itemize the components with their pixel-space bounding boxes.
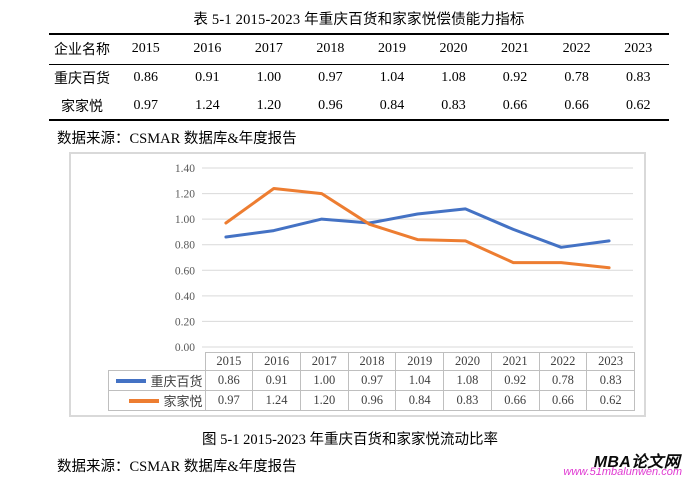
y-axis-label: 0.00: [175, 342, 195, 354]
col-header-year: 2021: [501, 41, 530, 57]
year-header-cell: 2019: [395, 352, 445, 371]
value-cell: 0.86: [133, 70, 159, 86]
solvency-table: 企业名称 2015 2016 2017 2018 2019 2020 2021 2022 2023…: [49, 33, 669, 121]
series-name: 家家悦: [163, 394, 203, 409]
col-header-company: 企业名称: [54, 43, 110, 59]
chart-table-row: 重庆百货 0.86 0.91 1.00 0.97 1.04 1.08 0.92 0.78 0.83: [108, 370, 635, 391]
col-header-year: 2016: [193, 41, 222, 57]
value-cell: 0.62: [625, 97, 651, 113]
series-value-cell: 0.78: [538, 370, 588, 391]
legend-cell: 重庆百货: [108, 370, 206, 391]
chart-table-row: 家家悦 0.97 1.24 1.20 0.96 0.84 0.83 0.66 0.66 0.62: [108, 390, 635, 411]
chart-data-table-wrap: 2015 2016 2017 2018 2019 2020 2021 2022 2023 重庆百货…: [108, 352, 635, 411]
y-axis-label: 1.00: [175, 214, 195, 226]
year-header-cell: 2020: [443, 352, 492, 371]
series-value-cell: 1.00: [299, 370, 349, 391]
data-source-note-1: 数据来源：CSMAR 数据库&年度报告: [57, 131, 297, 147]
figure-caption: 图 5-1 2015-2023 年重庆百货和家家悦流动比率: [201, 432, 499, 448]
value-cell: 0.84: [379, 97, 405, 113]
table-row: 家家悦 0.97 1.24 1.20 0.96 0.84 0.83 0.66 0.66 0.62: [49, 92, 669, 120]
y-axis-label: 0.20: [175, 316, 195, 328]
series-value-cell: 0.66: [490, 390, 540, 411]
value-cell: 1.00: [256, 70, 282, 86]
series-value-cell: 0.66: [538, 390, 588, 411]
line-chart-plot: 0.00 0.20 0.40 0.60 0.80 1.00 1.20 1.40: [175, 163, 633, 354]
series-value-cell: 0.62: [586, 390, 635, 411]
value-cell: 1.20: [256, 97, 282, 113]
series-value-cell: 0.84: [395, 390, 445, 411]
col-header-year: 2015: [131, 41, 160, 57]
value-cell: 0.97: [318, 70, 343, 86]
series-name: 重庆百货: [150, 374, 203, 389]
table-row: 重庆百货 0.86 0.91 1.00 0.97 1.04 1.08 0.92 0.78 0.83: [49, 64, 669, 92]
value-cell: 1.24: [195, 97, 220, 113]
watermark-url: www.51mbalunwen.com: [563, 466, 682, 478]
value-cell: 1.04: [379, 70, 405, 86]
legend-line-swatch: [116, 378, 147, 383]
value-cell: 1.08: [441, 70, 466, 86]
y-axis-label: 1.20: [175, 189, 195, 201]
series-value-cell: 1.20: [299, 390, 349, 411]
col-header-year: 2017: [254, 41, 283, 57]
col-header-year: 2023: [624, 41, 653, 57]
series-value-cell: 0.91: [252, 370, 301, 391]
series-value-cell: 1.24: [252, 390, 301, 411]
legend-line-swatch: [129, 398, 160, 403]
value-cell: 0.96: [318, 97, 343, 113]
series-value-cell: 0.97: [347, 370, 397, 391]
year-header-cell: 2018: [347, 352, 397, 371]
col-header-year: 2022: [562, 41, 591, 57]
value-cell: 0.83: [625, 70, 651, 86]
corner-blank-cell: [109, 353, 206, 371]
value-cell: 0.66: [502, 97, 528, 113]
col-header-year: 2019: [377, 41, 406, 57]
year-header-cell: 2023: [586, 352, 635, 371]
series-line: [224, 207, 611, 249]
solvency-table-wrap: 企业名称 2015 2016 2017 2018 2019 2020 2021 2022 2023…: [49, 33, 669, 121]
value-cell: 0.92: [502, 70, 528, 86]
col-header-year: 2018: [316, 41, 345, 57]
series-value-cell: 0.92: [490, 370, 540, 391]
series-value-cell: 0.86: [204, 370, 254, 391]
value-cell: 0.66: [564, 97, 589, 113]
y-axis-label: 0.80: [175, 240, 195, 252]
y-axis-label: 0.40: [175, 291, 195, 303]
series-value-cell: 0.97: [204, 390, 254, 411]
y-axis-label: 1.40: [175, 163, 195, 175]
year-header-cell: 2015: [204, 352, 254, 371]
series-value-cell: 0.83: [443, 390, 492, 411]
line-chart: 0.00 0.20 0.40 0.60 0.80 1.00 1.20 1.40 2015 201…: [69, 152, 646, 417]
series-line: [224, 187, 611, 270]
year-header-cell: 2016: [252, 352, 301, 371]
watermark-logo: MBA论文网: [593, 454, 680, 471]
col-header-year: 2020: [439, 41, 468, 57]
value-cell: 0.83: [441, 97, 466, 113]
series-value-cell: 1.08: [443, 370, 492, 391]
company-name-cell: 重庆百货: [54, 72, 110, 88]
year-header-cell: 2022: [538, 352, 588, 371]
company-name-cell: 家家悦: [61, 99, 103, 115]
table-title: 表 5-1 2015-2023 年重庆百货和家家悦偿债能力指标: [193, 12, 525, 28]
year-header-cell: 2017: [299, 352, 349, 371]
chart-data-table: 2015 2016 2017 2018 2019 2020 2021 2022 2023 重庆百货…: [108, 352, 635, 411]
value-cell: 0.78: [564, 70, 589, 86]
data-source-note-2: 数据来源：CSMAR 数据库&年度报告: [57, 459, 297, 475]
series-value-cell: 0.96: [347, 390, 397, 411]
series-value-cell: 1.04: [395, 370, 445, 391]
legend-cell: 家家悦: [108, 390, 206, 411]
series-value-cell: 0.83: [586, 370, 635, 391]
year-header-cell: 2021: [490, 352, 540, 371]
value-cell: 0.97: [133, 97, 159, 113]
value-cell: 0.91: [195, 70, 220, 86]
y-axis-label: 0.60: [175, 265, 195, 277]
